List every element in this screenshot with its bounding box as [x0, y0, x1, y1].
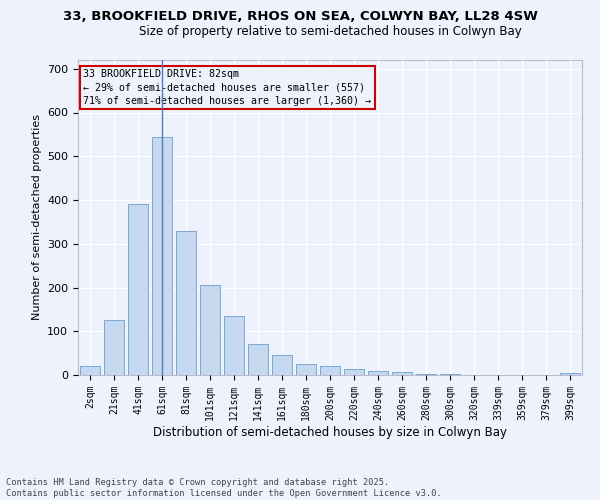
Text: 33, BROOKFIELD DRIVE, RHOS ON SEA, COLWYN BAY, LL28 4SW: 33, BROOKFIELD DRIVE, RHOS ON SEA, COLWY…: [62, 10, 538, 23]
Bar: [440, 374, 460, 375]
Title: Size of property relative to semi-detached houses in Colwyn Bay: Size of property relative to semi-detach…: [139, 25, 521, 38]
Bar: [344, 370, 364, 375]
Text: 33 BROOKFIELD DRIVE: 82sqm
← 29% of semi-detached houses are smaller (557)
71% o: 33 BROOKFIELD DRIVE: 82sqm ← 29% of semi…: [83, 70, 371, 106]
Y-axis label: Number of semi-detached properties: Number of semi-detached properties: [32, 114, 41, 320]
Bar: [416, 374, 436, 375]
Bar: [176, 230, 196, 375]
Bar: [560, 373, 580, 375]
Bar: [248, 344, 268, 375]
Text: Contains HM Land Registry data © Crown copyright and database right 2025.
Contai: Contains HM Land Registry data © Crown c…: [6, 478, 442, 498]
Bar: [104, 320, 124, 375]
Bar: [224, 316, 244, 375]
X-axis label: Distribution of semi-detached houses by size in Colwyn Bay: Distribution of semi-detached houses by …: [153, 426, 507, 438]
Bar: [392, 372, 412, 375]
Bar: [272, 356, 292, 375]
Bar: [128, 204, 148, 375]
Bar: [296, 364, 316, 375]
Bar: [368, 371, 388, 375]
Bar: [80, 366, 100, 375]
Bar: [152, 136, 172, 375]
Bar: [200, 286, 220, 375]
Bar: [320, 366, 340, 375]
